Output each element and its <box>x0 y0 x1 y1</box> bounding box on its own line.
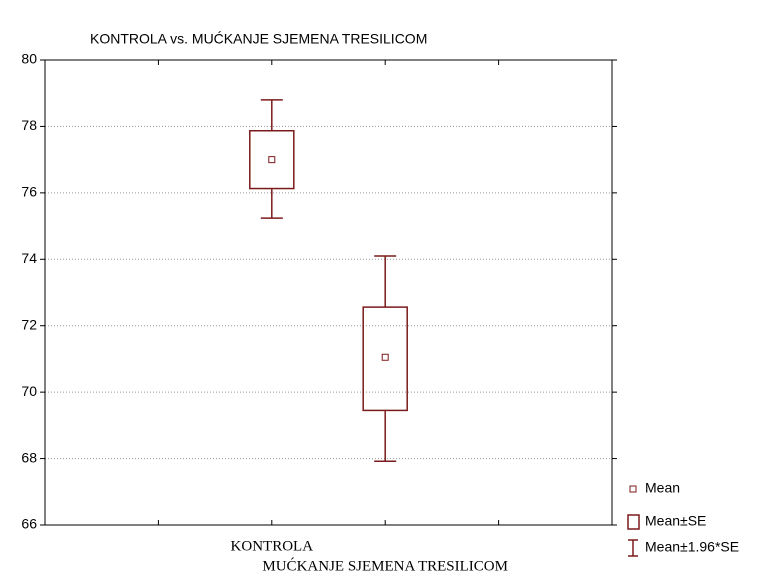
legend-label: Mean±SE <box>645 513 706 529</box>
y-tick-label: 72 <box>21 316 37 332</box>
y-tick-label: 80 <box>21 51 37 67</box>
y-tick-label: 68 <box>21 449 37 465</box>
plot-frame <box>44 59 613 526</box>
box <box>362 306 408 412</box>
x-tick-label: KONTROLA <box>231 538 314 554</box>
legend-se-icon <box>627 514 640 530</box>
legend-label: Mean±1.96*SE <box>645 539 739 555</box>
mean-marker <box>381 353 389 361</box>
x-tick-label: MUĆKANJE SJEMENA TRESILICOM <box>262 557 508 574</box>
y-tick-label: 70 <box>21 383 37 399</box>
legend-label: Mean <box>645 480 680 496</box>
box <box>249 129 295 190</box>
y-tick-label: 74 <box>21 250 37 266</box>
legend-mean-icon <box>629 485 637 493</box>
y-tick-label: 76 <box>21 184 37 200</box>
y-tick-label: 66 <box>21 516 37 532</box>
mean-marker <box>268 156 276 164</box>
chart-title: KONTROLA vs. MUĆKANJE SJEMENA TRESILICOM <box>90 31 427 47</box>
y-tick-label: 78 <box>21 117 37 133</box>
